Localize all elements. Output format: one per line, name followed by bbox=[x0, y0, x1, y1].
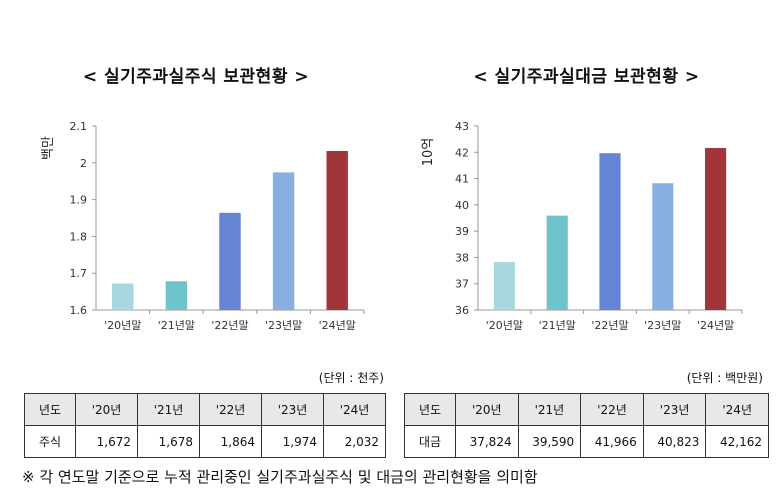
y-tick-label: 43 bbox=[455, 120, 469, 133]
table-row: 대금 37,824 39,590 41,966 40,823 42,162 bbox=[404, 425, 769, 458]
stock-bar-chart: 1.6 1.7 1.8 1.9 2 2.1 백만 '20년말 '21년말 '22년말 '23년말 '2… bbox=[41, 120, 365, 332]
unit-label: (단위 : 백만원) bbox=[686, 371, 763, 385]
x-tick-label: '24년말 bbox=[319, 319, 356, 332]
cash-data-table: 년도 '20년 '21년 '22년 '23년 '24년 대금 37,824 39… bbox=[404, 393, 769, 458]
x-tick-label: '24년말 bbox=[697, 319, 734, 332]
y-axis-label: 10억 bbox=[421, 138, 436, 167]
table-cell: 1,678 bbox=[137, 425, 200, 458]
table-cell: 1,974 bbox=[261, 425, 324, 458]
cash-bar-chart: 36 37 38 39 40 41 42 43 10억 '20년말 '21년말 '22년말 '23년말 '… bbox=[421, 120, 743, 332]
stock-data-table: 년도 '20년 '21년 '22년 '23년 '24년 주식 1,672 1,6… bbox=[24, 393, 386, 458]
table-header-cell: '23년 bbox=[261, 393, 324, 426]
bar bbox=[112, 283, 134, 310]
table-header-cell: '21년 bbox=[517, 393, 582, 426]
unit-label: (단위 : 천주) bbox=[318, 371, 384, 385]
table-cell: 37,824 bbox=[455, 425, 519, 458]
bar bbox=[705, 148, 727, 310]
table-header-cell: '22년 bbox=[199, 393, 262, 426]
y-axis-label: 백만 bbox=[41, 136, 56, 160]
bar bbox=[272, 172, 295, 310]
y-tick-label: 36 bbox=[455, 304, 469, 317]
x-tick-label: '20년말 bbox=[486, 319, 523, 332]
bar bbox=[165, 281, 188, 310]
chart-title: < 실기주과실대금 보관현황 > bbox=[473, 67, 700, 87]
table-row-label: 대금 bbox=[404, 425, 456, 458]
y-tick-label: 37 bbox=[455, 278, 469, 291]
table-cell: 1,864 bbox=[199, 425, 262, 458]
table-header-row: 년도 '20년 '21년 '22년 '23년 '24년 bbox=[24, 393, 386, 426]
y-tick-label: 40 bbox=[455, 199, 469, 212]
y-tick-label: 1.6 bbox=[70, 304, 88, 317]
bar bbox=[546, 215, 568, 310]
table-header-row: 년도 '20년 '21년 '22년 '23년 '24년 bbox=[404, 393, 769, 426]
x-tick-label: '21년말 bbox=[158, 319, 195, 332]
x-tick-label: '22년말 bbox=[591, 319, 628, 332]
bar bbox=[219, 212, 241, 310]
y-tick-label: 39 bbox=[455, 225, 469, 238]
footnote: ※ 각 연도말 기준으로 누적 관리중인 실기주과실주식 및 대금의 관리현황을… bbox=[22, 468, 538, 486]
table-header-cell: 년도 bbox=[24, 393, 76, 426]
table-cell: 2,032 bbox=[323, 425, 386, 458]
table-header-cell: 년도 bbox=[404, 393, 456, 426]
table-cell: 1,672 bbox=[75, 425, 138, 458]
table-header-cell: '20년 bbox=[455, 393, 519, 426]
stock-panel: < 실기주과실주식 보관현황 > 1.6 1.7 1.8 1.9 2 2.1 백만 '20년말… bbox=[24, 67, 386, 458]
chart-title: < 실기주과실주식 보관현황 > bbox=[82, 67, 310, 87]
table-cell: 39,590 bbox=[517, 425, 582, 458]
table-cell: 41,966 bbox=[580, 425, 644, 458]
x-tick-label: '21년말 bbox=[539, 319, 576, 332]
x-tick-label: '20년말 bbox=[104, 319, 141, 332]
table-row: 주식 1,672 1,678 1,864 1,974 2,032 bbox=[24, 425, 386, 458]
table-header-cell: '23년 bbox=[642, 393, 707, 426]
bar bbox=[493, 262, 515, 310]
bar bbox=[599, 153, 621, 310]
y-tick-label: 1.7 bbox=[70, 267, 88, 280]
table-row-label: 주식 bbox=[24, 425, 76, 458]
bar bbox=[326, 151, 348, 310]
table-header-cell: '24년 bbox=[323, 393, 386, 426]
table-header-cell: '22년 bbox=[580, 393, 644, 426]
bar bbox=[652, 183, 674, 310]
y-tick-label: 1.8 bbox=[70, 230, 88, 243]
y-tick-label: 41 bbox=[455, 173, 469, 186]
y-tick-label: 38 bbox=[455, 251, 469, 264]
table-header-cell: '21년 bbox=[137, 393, 200, 426]
y-tick-label: 2 bbox=[80, 157, 87, 170]
y-tick-label: 2.1 bbox=[70, 120, 88, 133]
table-header-cell: '20년 bbox=[75, 393, 138, 426]
y-tick-label: 42 bbox=[455, 146, 469, 159]
table-cell: 40,823 bbox=[642, 425, 707, 458]
table-cell: 42,162 bbox=[705, 425, 769, 458]
x-tick-label: '22년말 bbox=[211, 319, 248, 332]
cash-panel: < 실기주과실대금 보관현황 > 36 37 38 39 40 41 42 43 10억 '20년… bbox=[392, 0, 781, 503]
x-tick-label: '23년말 bbox=[644, 319, 681, 332]
x-tick-label: '23년말 bbox=[265, 319, 302, 332]
table-header-cell: '24년 bbox=[705, 393, 769, 426]
y-tick-label: 1.9 bbox=[70, 194, 88, 207]
